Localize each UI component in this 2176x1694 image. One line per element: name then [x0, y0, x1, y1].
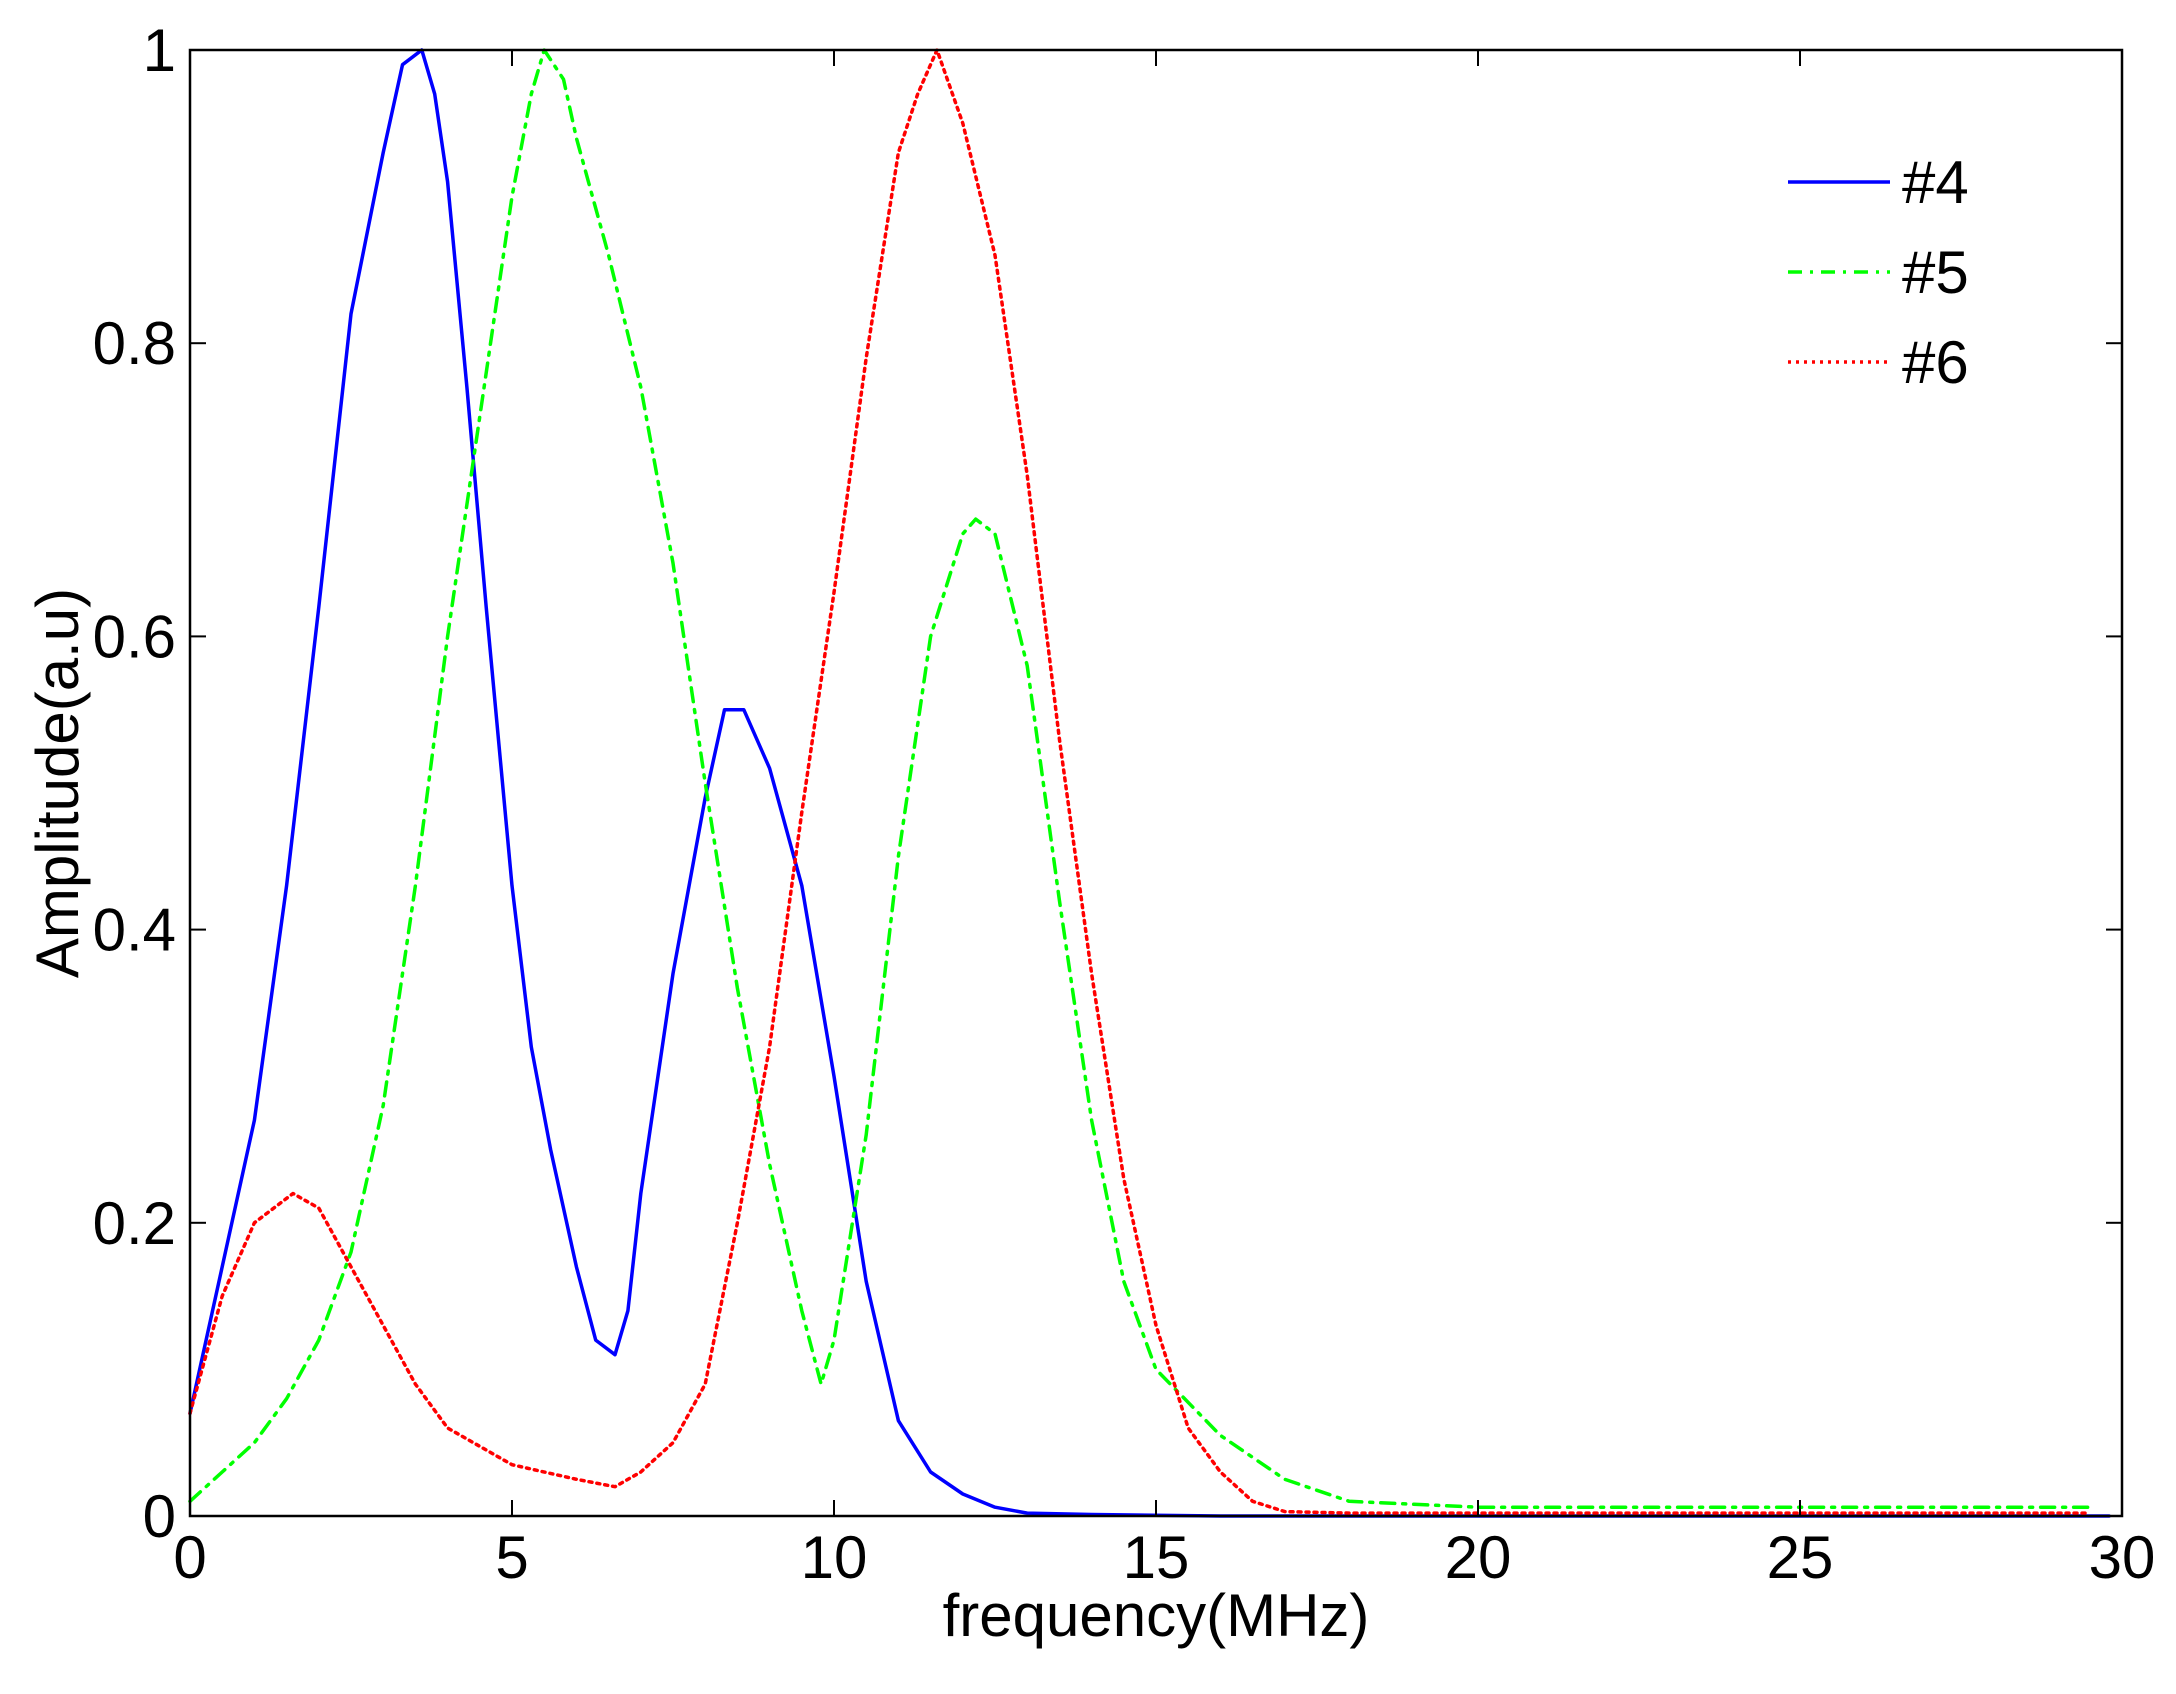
legend-label-3: #6 [1902, 329, 1969, 396]
tick-labels: 0 5 10 15 20 25 30 0 0.2 0.4 0.6 0.8 1 [93, 17, 2156, 1591]
series-line-2 [188, 48, 2092, 1509]
y-axis-label: Amplitude(a.u) [24, 588, 91, 978]
x-tick-label: 10 [801, 1524, 868, 1591]
x-tick-label: 15 [1123, 1524, 1190, 1591]
legend-label-2: #5 [1902, 239, 1969, 306]
x-tick-label: 30 [2089, 1524, 2156, 1591]
x-axis-label: frequency(MHz) [943, 1582, 1370, 1649]
x-tick-label: 0 [173, 1524, 206, 1591]
legend: #4 #5 #6 [1788, 149, 1969, 396]
x-tick-label: 25 [1767, 1524, 1834, 1591]
x-tick-label: 20 [1445, 1524, 1512, 1591]
y-tick-label: 0 [143, 1483, 176, 1550]
y-tick-label: 0.8 [93, 310, 176, 377]
series-line-3 [188, 48, 2092, 1515]
y-tick-label: 0.2 [93, 1190, 176, 1257]
series-lines [188, 48, 2111, 1518]
plot-area [190, 50, 2122, 1516]
legend-label-1: #4 [1902, 149, 1969, 216]
y-tick-label: 0.4 [93, 897, 176, 964]
series-line-1 [188, 48, 2111, 1518]
x-tick-label: 5 [495, 1524, 528, 1591]
y-tick-label: 1 [143, 17, 176, 84]
y-tick-label: 0.6 [93, 603, 176, 670]
plot-frame [188, 48, 2124, 1518]
